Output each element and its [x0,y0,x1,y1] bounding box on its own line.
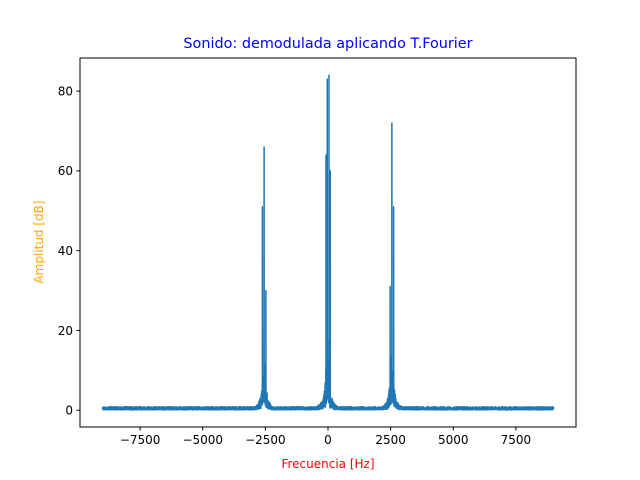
y-axis: 0 20 40 60 80 [58,84,80,418]
y-tick-label: 80 [58,84,73,98]
x-tick-label: 2500 [375,433,406,447]
x-tick-label: 0 [324,433,332,447]
chart-title: Sonido: demodulada aplicando T.Fourier [183,36,472,52]
y-axis-label: Amplitud [dB] [32,200,46,283]
spectrum-line [101,74,555,411]
x-axis: −7500 −5000 −2500 0 2500 5000 7500 [120,427,531,447]
x-tick-label: −7500 [120,433,161,447]
x-tick-label: −2500 [245,433,286,447]
plot-area [101,74,555,411]
x-tick-label: 7500 [501,433,532,447]
x-tick-label: 5000 [438,433,469,447]
y-tick-label: 0 [65,404,73,418]
x-axis-label: Frecuencia [Hz] [281,457,374,471]
x-tick-label: −5000 [182,433,223,447]
y-tick-label: 40 [58,244,73,258]
y-tick-label: 60 [58,164,73,178]
y-tick-label: 20 [58,324,73,338]
